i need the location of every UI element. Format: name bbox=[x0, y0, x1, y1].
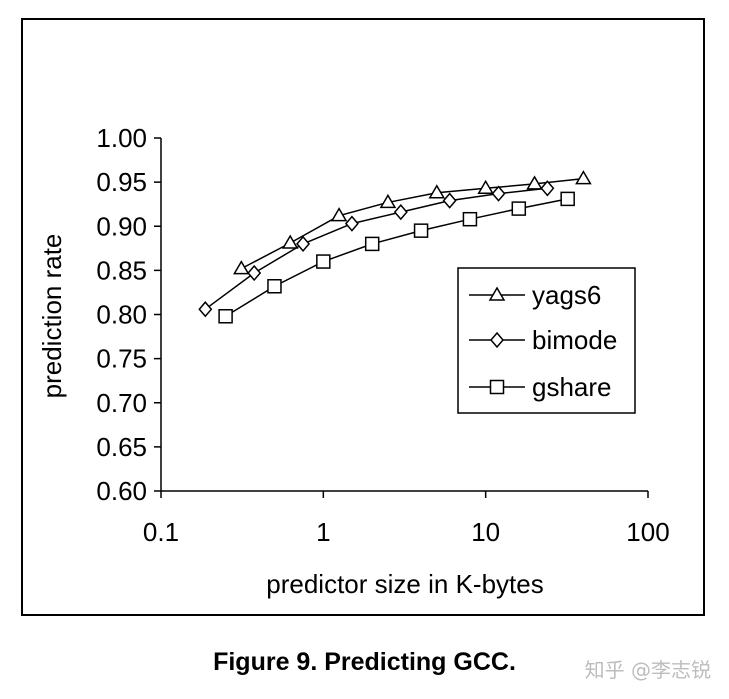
x-tick-label: 100 bbox=[626, 517, 669, 547]
series-line-yags6 bbox=[240, 177, 584, 270]
data-point-gshare bbox=[560, 191, 575, 207]
data-point-bimode bbox=[393, 203, 408, 221]
series-layer bbox=[198, 170, 592, 324]
data-point-gshare bbox=[267, 279, 282, 294]
x-tick-label: 1 bbox=[316, 517, 330, 547]
x-tick-label: 0.1 bbox=[143, 517, 179, 547]
data-point-bimode bbox=[540, 180, 555, 197]
series-gshare bbox=[218, 191, 575, 324]
figure-caption: Figure 9. Predicting GCC. bbox=[213, 648, 516, 676]
series-yags6 bbox=[233, 170, 592, 275]
legend-marker-yags6 bbox=[488, 286, 506, 301]
data-point-yags6 bbox=[379, 193, 397, 209]
data-point-yags6 bbox=[330, 207, 348, 222]
data-point-yags6 bbox=[428, 184, 446, 199]
legend-label-yags6: yags6 bbox=[532, 280, 601, 310]
x-tick-labels: 0.1 1 10 100 bbox=[143, 491, 670, 547]
data-point-bimode bbox=[247, 264, 262, 282]
legend-marker-gshare bbox=[489, 379, 505, 395]
series-bimode bbox=[198, 180, 555, 318]
legend-label-bimode: bimode bbox=[532, 325, 617, 355]
y-tick-label: 1.00 bbox=[96, 123, 147, 153]
data-point-yags6 bbox=[575, 170, 592, 185]
y-tick-labels: 1.00 0.95 0.90 0.85 0.80 0.75 0.70 0.65 0.60 bbox=[96, 123, 161, 506]
legend: yags6 bimode gshare bbox=[457, 267, 636, 414]
y-tick-label: 0.95 bbox=[96, 167, 147, 197]
data-point-bimode bbox=[296, 235, 311, 253]
watermark: 知乎 @李志锐 bbox=[584, 658, 711, 682]
data-point-yags6 bbox=[281, 234, 299, 249]
y-tick-label: 0.70 bbox=[96, 388, 147, 418]
legend-marker-bimode bbox=[490, 331, 504, 349]
data-point-bimode bbox=[198, 301, 213, 318]
data-point-yags6 bbox=[526, 175, 543, 190]
data-point-bimode bbox=[442, 192, 457, 209]
data-point-gshare bbox=[316, 254, 331, 269]
legend-label-gshare: gshare bbox=[532, 372, 612, 402]
data-point-bimode bbox=[344, 215, 359, 232]
data-point-bimode bbox=[491, 185, 506, 202]
y-tick-label: 0.75 bbox=[96, 344, 147, 374]
data-point-yags6 bbox=[477, 179, 494, 195]
y-tick-label: 0.60 bbox=[96, 476, 147, 506]
data-point-gshare bbox=[364, 236, 380, 252]
data-point-gshare bbox=[462, 211, 478, 227]
chart-frame bbox=[21, 18, 705, 616]
y-tick-label: 0.65 bbox=[96, 432, 147, 462]
data-point-gshare bbox=[511, 201, 527, 216]
x-tick-label: 10 bbox=[471, 517, 500, 547]
y-tick-label: 0.85 bbox=[96, 255, 147, 285]
series-line-bimode bbox=[204, 187, 548, 310]
data-point-yags6 bbox=[233, 260, 250, 275]
chart-svg: 1.00 0.95 0.90 0.85 0.80 0.75 0.70 0.65 0.60 0.1… bbox=[37, 123, 670, 599]
series-line-gshare bbox=[225, 198, 568, 317]
data-point-gshare bbox=[218, 309, 233, 324]
y-tick-label: 0.90 bbox=[96, 211, 147, 241]
x-axis-label: predictor size in K-bytes bbox=[266, 569, 543, 599]
y-axis-label: prediction rate bbox=[37, 234, 67, 399]
y-tick-label: 0.80 bbox=[96, 300, 147, 330]
data-point-gshare bbox=[413, 223, 429, 238]
